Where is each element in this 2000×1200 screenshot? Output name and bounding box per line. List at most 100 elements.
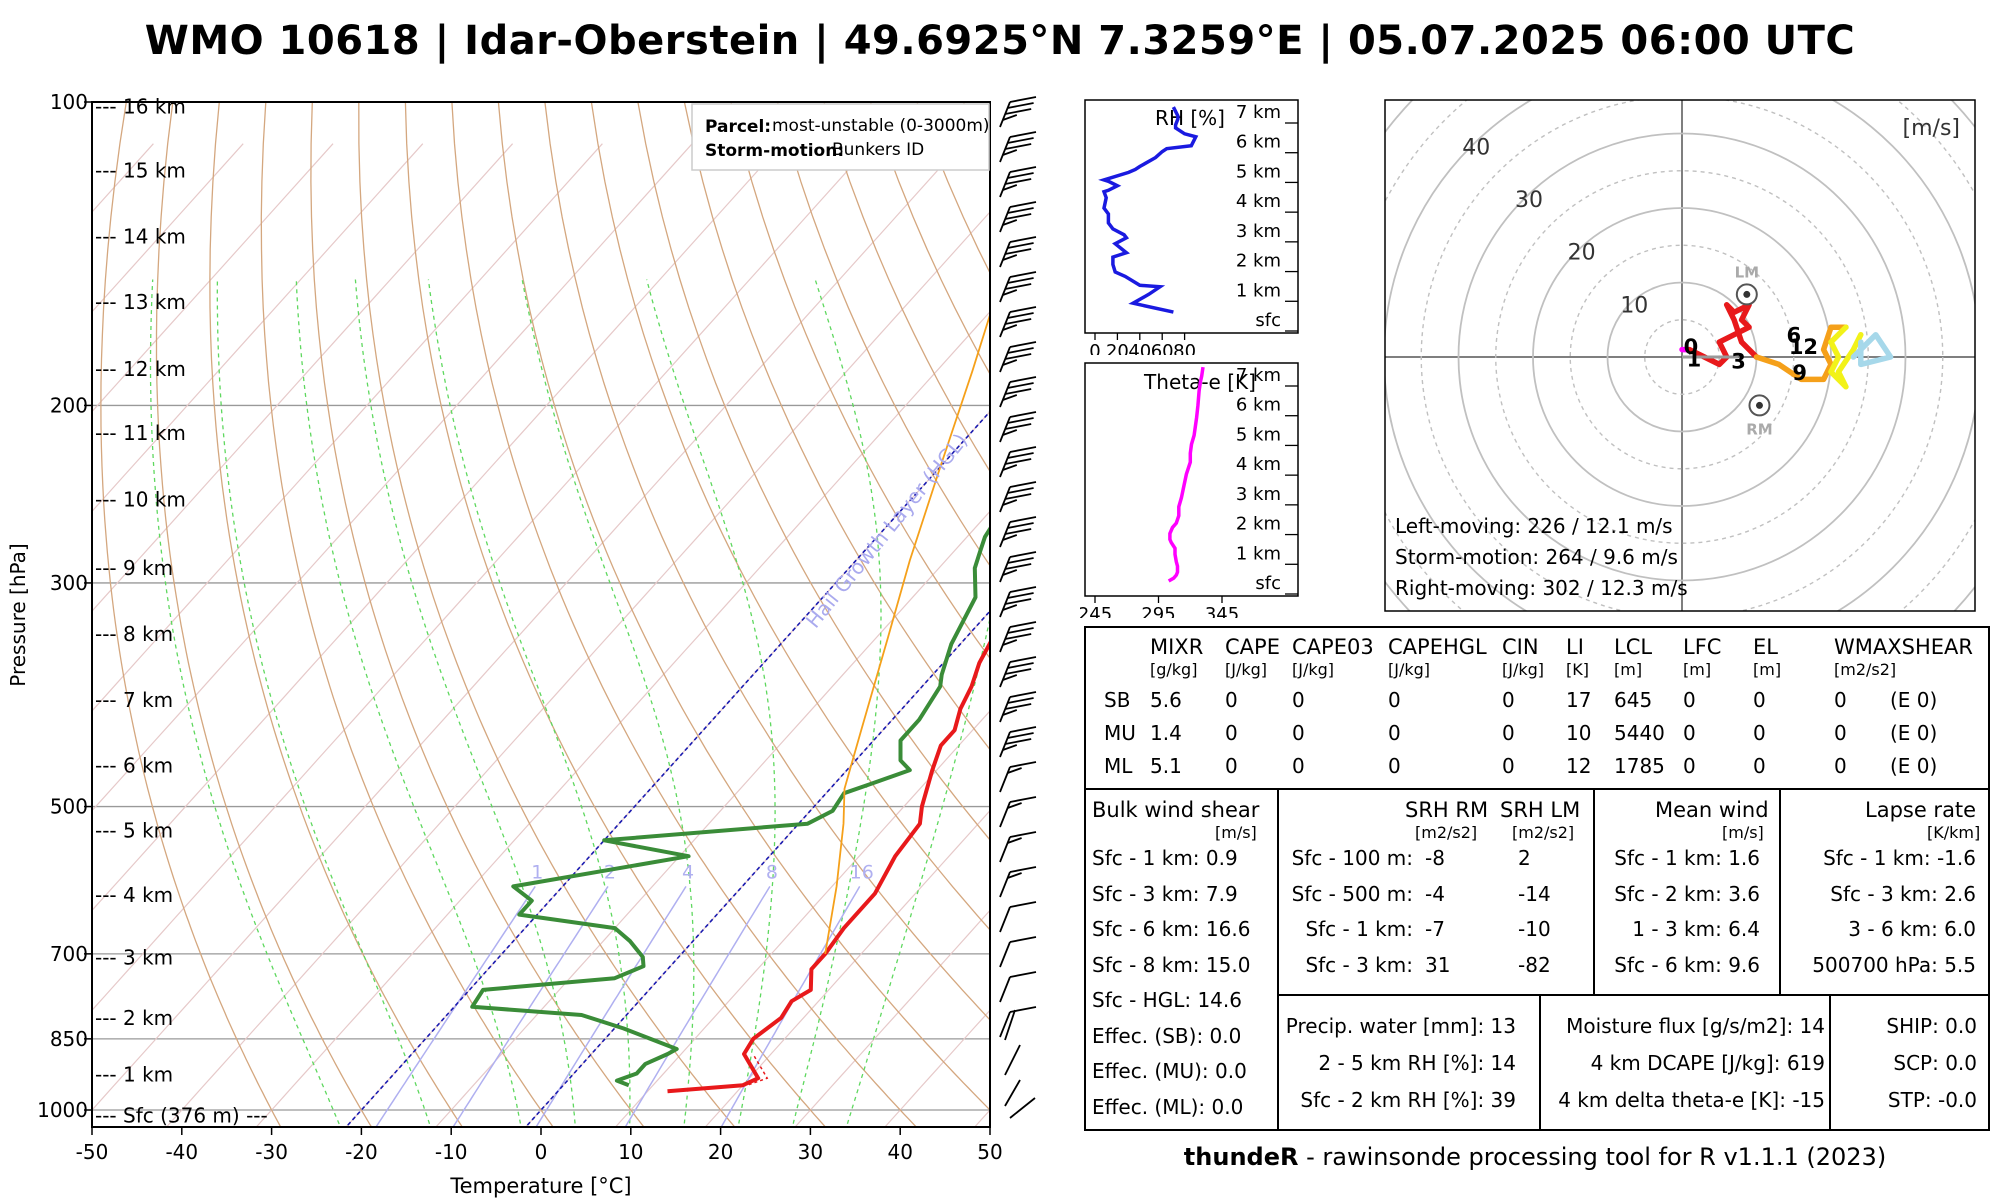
table-cell: (E 0) [1890, 721, 1938, 745]
srh-rm-value: -7 [1425, 917, 1445, 941]
height-tick-label: 3 km [1236, 484, 1281, 505]
table-cell: 0 [1753, 721, 1766, 745]
mixing-ratio-label: 2 [604, 861, 616, 883]
hodograph-ring [1457, 132, 1907, 582]
height-tick-label: 7 km [1236, 102, 1281, 123]
hgl-boundary-line [345, 410, 990, 1127]
temperature-tick-label: 50 [977, 1140, 1002, 1164]
pressure-tick-label: 300 [50, 571, 88, 595]
table-row-label: MU [1104, 721, 1136, 745]
temperature-tick-label: 30 [798, 1140, 823, 1164]
table-unit: [m2/s2] [1834, 660, 1897, 679]
temperature-tick-label: -50 [76, 1140, 109, 1164]
wind-barb [999, 971, 1037, 1003]
mixing-ratio-line [624, 886, 771, 1127]
table-cell: (E 0) [1890, 688, 1938, 712]
height-label: --- 3 km [95, 946, 173, 970]
legend-parcel-key: Parcel: [705, 117, 771, 137]
mean-wind-row: Sfc - 1 km: 1.6 [1614, 846, 1760, 870]
table-cell: 0 [1292, 688, 1305, 712]
hodograph-ring [1532, 207, 1832, 507]
table-row-label: SB [1104, 688, 1131, 712]
table-unit: [K] [1566, 660, 1589, 679]
wind-barb [999, 96, 1037, 128]
mean-wind-unit: [m/s] [1722, 823, 1764, 842]
dewpoint-line [470, 525, 990, 1088]
moisture-row: 2 - 5 km RH [%]: 14 [1318, 1051, 1516, 1075]
rm-label: RM [1746, 420, 1772, 438]
moist-adiabat-line [791, 279, 882, 1127]
pressure-tick-label: 100 [50, 90, 88, 114]
lapse-rate-row: 3 - 6 km: 6.0 [1848, 917, 1976, 941]
wind-barb [999, 131, 1037, 163]
dry-adiabat-line [260, 102, 554, 1127]
bulk-shear-row: Effec. (ML): 0.0 [1092, 1094, 1244, 1119]
legend-storm-key: Storm-motion: [705, 141, 844, 161]
wind-barb [999, 901, 1037, 933]
ring-label: 30 [1515, 188, 1543, 213]
dry-adiabat-line [544, 102, 990, 1021]
table-cell: 0 [1683, 754, 1696, 778]
table-header: CIN [1502, 635, 1539, 659]
moisture-row: Precip. water [mm]: 13 [1285, 1014, 1516, 1038]
wind-barb [999, 656, 1037, 688]
table-cell: 1785 [1614, 754, 1665, 778]
height-label: --- 7 km [95, 688, 173, 712]
mixing-ratio-label: 16 [850, 861, 874, 883]
bulk-shear-row: Sfc - 3 km: 7.9 [1092, 881, 1238, 906]
wind-barb [999, 936, 1037, 968]
footer-text: - rawinsonde processing tool for R v1.1.… [1298, 1143, 1887, 1171]
mixing-ratio-line [452, 885, 609, 1127]
moist-adiabat-line [295, 279, 522, 1127]
rh-profile-panel: RH [%] sfc 1 km 2 km 3 km 4 km 5 km 6 km 7 km 0 2… [1084, 99, 1299, 355]
parcel-line [824, 311, 990, 955]
mixing-ratio-label: 8 [766, 861, 778, 883]
table-cell: 0 [1834, 688, 1847, 712]
bulk-shear-row: Effec. (MU): 0.0 [1092, 1059, 1247, 1083]
srh-lm-value: -10 [1518, 917, 1551, 941]
wind-barb [999, 516, 1037, 548]
height-tick-label: 2 km [1236, 514, 1281, 535]
height-tick-label: 6 km [1236, 395, 1281, 416]
srh-lm-title: SRH LM [1500, 798, 1581, 822]
mixing-ratio-label: 1 [531, 861, 543, 883]
wind-barb [999, 481, 1037, 513]
height-label: --- 8 km [95, 622, 173, 646]
table-cell: 0 [1292, 754, 1305, 778]
dry-adiabat-line [310, 102, 645, 1127]
lapse-rate-row: Sfc - 1 km: -1.6 [1823, 846, 1976, 870]
hodo-segment-6-9km [1828, 324, 1864, 390]
lapse-rate-row: Sfc - 3 km: 2.6 [1830, 881, 1976, 906]
temperature-tick-label: -30 [255, 1140, 288, 1164]
table-header: WMAXSHEAR [1834, 635, 1973, 659]
wind-barb [999, 376, 1037, 408]
dry-adiabat-line [683, 102, 990, 751]
x-tick-label: 40 [1128, 341, 1151, 355]
moist-adiabat-line [427, 279, 631, 1127]
isotherm-line [92, 143, 963, 1111]
height-tick-label: 4 km [1236, 454, 1281, 475]
table-cell: 5440 [1614, 721, 1665, 745]
temperature-tick-label: 10 [618, 1140, 643, 1164]
isotherm-line [614, 710, 990, 1127]
table-header: CAPE03 [1292, 635, 1374, 659]
mean-wind-row: Sfc - 2 km: 3.6 [1614, 881, 1760, 906]
height-label: --- 14 km [95, 225, 186, 249]
height-tick-label: sfc [1255, 573, 1281, 594]
temperature-tick-label: -40 [165, 1140, 198, 1164]
height-tick-label: 5 km [1236, 161, 1281, 182]
table-cell: (E 0) [1890, 754, 1938, 778]
hodo-height-label: 3 [1731, 350, 1746, 374]
dry-adiabat-line [776, 102, 990, 567]
flux-row: Moisture flux [g/s/m2]: 14 [1566, 1014, 1825, 1038]
bulk-shear-row: Sfc - HGL: 14.6 [1092, 988, 1242, 1012]
srh-rm-value: -4 [1425, 881, 1445, 906]
isotherm-line [92, 143, 514, 613]
table-cell: 0 [1292, 721, 1305, 745]
hodo-segment-3-6km [1753, 324, 1849, 383]
pressure-tick-label: 700 [50, 942, 88, 966]
bulk-shear-row: Sfc - 8 km: 15.0 [1092, 952, 1251, 977]
isotherm-line [165, 211, 990, 1127]
mean-wind-row: 1 - 3 km: 6.4 [1632, 917, 1760, 941]
